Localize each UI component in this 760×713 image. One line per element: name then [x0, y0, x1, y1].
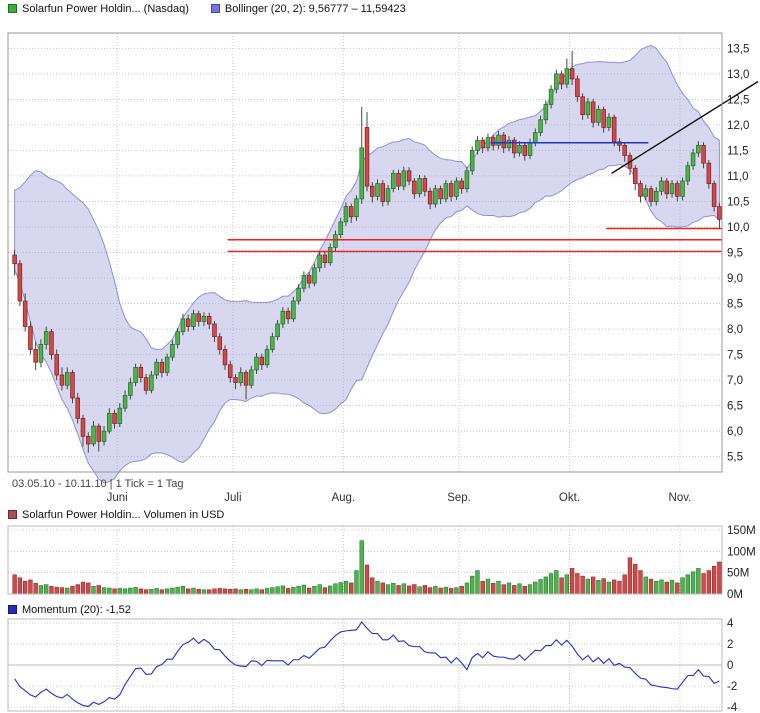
volume-legend-label: Solarfun Power Holdin... Volumen in USD [22, 508, 225, 521]
price-tick-label: 12,5 [727, 94, 749, 106]
volume-tick-label: 0M [727, 589, 743, 601]
momentum-legend-item: Momentum (20): -1,52 [8, 604, 131, 616]
series-swatch-icon [8, 4, 17, 13]
price-tick-label: 11,5 [727, 145, 749, 157]
price-tick-label: 8,0 [727, 324, 743, 336]
month-label: Juni [107, 492, 128, 504]
volume-tick-label: 150M [727, 525, 756, 537]
candles-group [12, 50, 722, 453]
price-tick-label: 7,5 [727, 350, 743, 362]
momentum-swatch-icon [8, 605, 17, 614]
momentum-legend-label: Momentum (20): -1,52 [22, 603, 131, 616]
price-tick-label: 5,5 [727, 452, 743, 464]
price-tick-label: 9,0 [727, 273, 743, 285]
volume-tick-label: 100M [727, 546, 756, 558]
series-legend: Solarfun Power Holdin... (Nasdaq) [8, 3, 189, 15]
momentum-legend: Momentum (20): -1,52 [0, 602, 760, 617]
price-tick-label: 11,0 [727, 171, 749, 183]
month-label: Nov. [669, 492, 692, 504]
main-chart-legend: Solarfun Power Holdin... (Nasdaq) Bollin… [0, 0, 760, 17]
price-tick-label: 9,5 [727, 248, 743, 260]
momentum-chart: 4 2 0 -2 -4 [7, 618, 738, 713]
momentum-tick-label: 2 [727, 639, 733, 651]
price-tick-label: 13,5 [727, 43, 749, 55]
price-tick-label: 10,5 [727, 196, 749, 208]
price-gridlines [8, 33, 722, 472]
price-axis: 13,5 13,0 12,5 12,0 11,5 11,0 10,5 10,0 9,5 9,0 8,… [727, 43, 749, 463]
price-tick-label: 7,0 [727, 375, 743, 387]
volume-legend-item: Solarfun Power Holdin... Volumen in USD [8, 509, 224, 521]
momentum-tick-label: -4 [727, 702, 738, 713]
period-info-label: 03.05.10 - 10.11.10 | 1 Tick = 1 Tag [12, 478, 184, 490]
momentum-line [14, 621, 720, 708]
volume-tick-label: 50M [727, 568, 749, 580]
momentum-tick-label: 0 [727, 660, 733, 672]
month-label: Juli [224, 492, 241, 504]
bollinger-legend: Bollinger (20, 2): 9,56777 – 11,59423 [210, 2, 406, 15]
price-tick-label: 13,0 [727, 69, 749, 81]
price-tick-label: 10,0 [727, 222, 749, 234]
price-tick-label: 6,0 [727, 426, 743, 438]
month-label: Sep. [447, 492, 471, 504]
momentum-tick-label: -2 [727, 681, 737, 693]
volume-legend: Solarfun Power Holdin... Volumen in USD [0, 507, 760, 522]
volume-bars-group [12, 540, 722, 595]
main-price-chart: 13,5 13,0 12,5 12,0 11,5 11,0 10,5 10,0 9,5 9,0 8,… [7, 32, 759, 504]
trend-line [611, 80, 759, 174]
month-label: Okt. [559, 492, 580, 504]
volume-chart: 150M 100M 50M 0M [7, 525, 756, 601]
overlay-lines [227, 80, 759, 253]
bollinger-legend-label: Bollinger (20, 2): 9,56777 – 11,59423 [224, 2, 406, 15]
price-tick-label: 12,0 [727, 120, 749, 132]
series-legend-label: Solarfun Power Holdin... (Nasdaq) [22, 2, 189, 15]
momentum-tick-label: 4 [727, 618, 734, 630]
price-tick-label: 6,5 [727, 401, 743, 413]
month-label: Aug. [331, 492, 355, 504]
bollinger-swatch-icon [210, 4, 220, 13]
price-tick-label: 8,5 [727, 299, 743, 311]
volume-swatch-icon [8, 510, 17, 519]
